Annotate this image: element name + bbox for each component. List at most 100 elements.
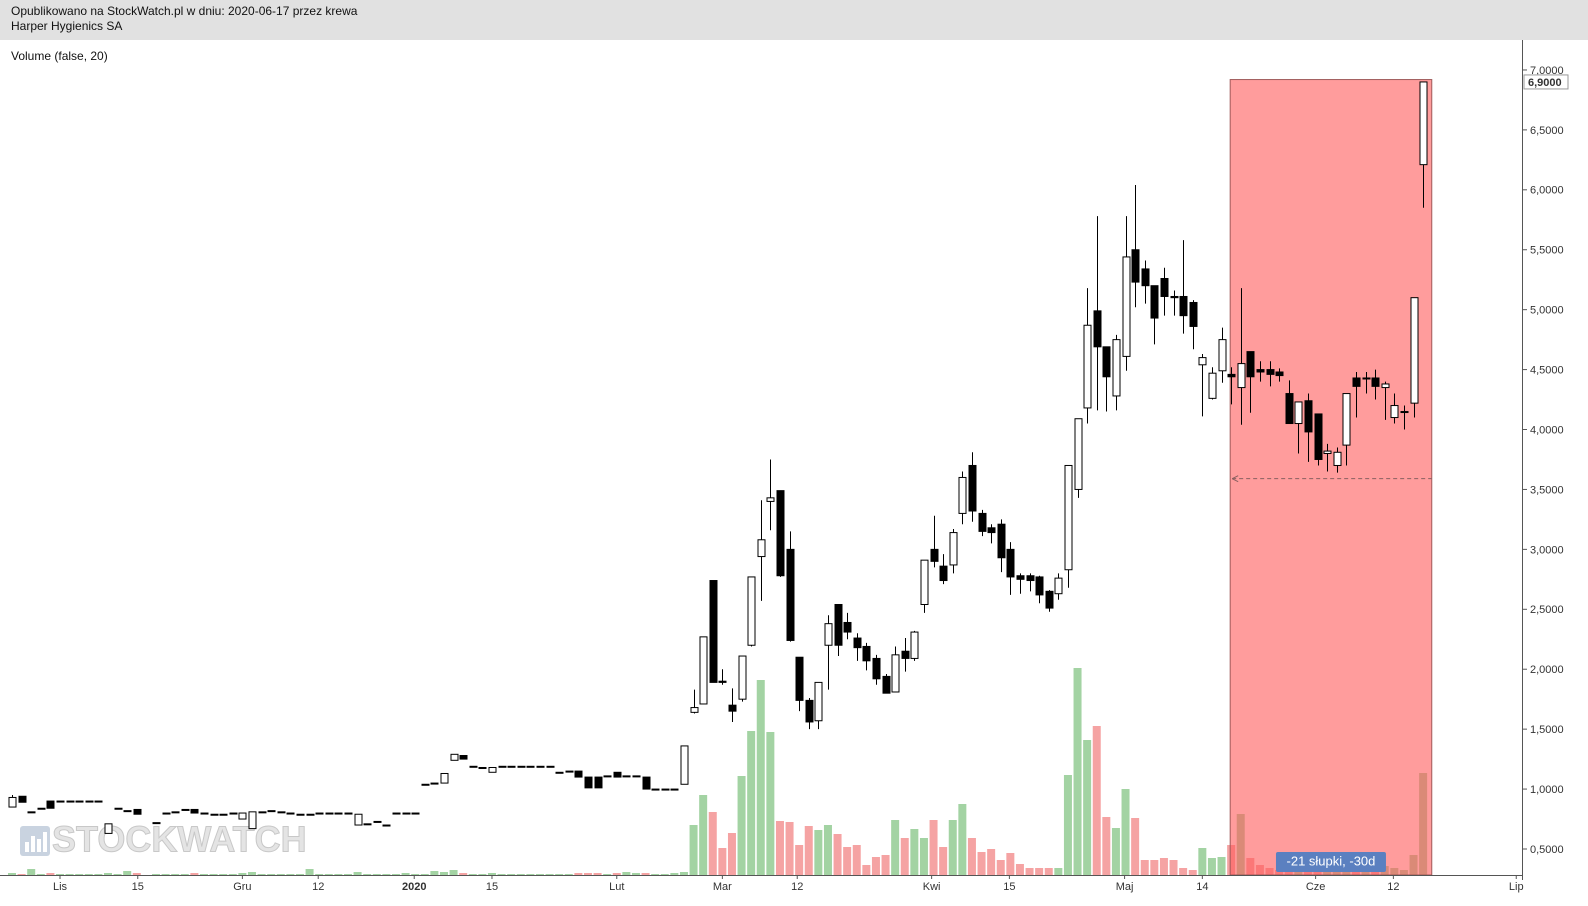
volume-bar	[132, 873, 141, 875]
candle-body	[1410, 297, 1419, 404]
volume-bar	[65, 874, 74, 875]
candle-body	[795, 656, 804, 701]
volume-bar	[497, 874, 506, 875]
volume-bar	[939, 847, 948, 875]
candle-body	[978, 512, 987, 532]
candle-body	[75, 800, 84, 803]
candle-body	[392, 812, 401, 815]
candle-body	[1006, 548, 1015, 578]
volume-bar	[161, 874, 170, 875]
volume-bar	[737, 776, 746, 875]
x-tick-label: Lis	[53, 881, 68, 893]
candle-body	[555, 771, 564, 774]
candle-body	[622, 775, 631, 778]
volume-bar	[670, 873, 679, 875]
candle-body	[18, 795, 27, 803]
candle-body	[181, 808, 190, 811]
watermark-icon-bar	[43, 832, 47, 852]
candle-body	[968, 464, 977, 512]
candle-body	[104, 823, 113, 834]
candle-body	[152, 822, 161, 825]
volume-bar	[651, 874, 660, 875]
volume-bar	[1083, 740, 1092, 875]
candle-body	[1179, 295, 1188, 317]
candle-body	[603, 775, 612, 778]
volume-bar	[756, 680, 765, 875]
volume-bar	[1179, 868, 1188, 875]
candle-body	[27, 811, 36, 814]
candle-body	[1170, 295, 1179, 299]
x-tick-label: 15	[132, 881, 144, 893]
y-tick-label: 1,0000	[1530, 784, 1564, 796]
shade-layer	[1229, 79, 1433, 876]
volume-bar	[286, 874, 295, 875]
volume-bar	[84, 874, 93, 875]
candle-body	[853, 637, 862, 649]
candle-body	[584, 776, 593, 789]
candle-body	[133, 808, 142, 815]
candle-body	[1045, 590, 1054, 609]
volume-bar	[679, 872, 688, 875]
candle-body	[315, 812, 324, 815]
candle-body	[1112, 339, 1121, 397]
candle-body	[354, 813, 363, 826]
volume-bar	[401, 873, 410, 875]
volume-bar	[1188, 870, 1197, 875]
last-price-label: 6,9000	[1528, 77, 1562, 89]
candle-body	[238, 812, 247, 820]
volume-bar	[929, 820, 938, 875]
volume-bar	[1073, 668, 1082, 875]
volume-bar	[247, 872, 256, 875]
volume-bar	[1140, 860, 1149, 875]
y-tick-label: 7,0000	[1530, 65, 1564, 77]
candle-body	[1198, 357, 1207, 366]
volume-bar	[1198, 848, 1207, 875]
volume-bar	[862, 865, 871, 875]
volume-bar	[900, 838, 909, 875]
candle-body	[373, 820, 382, 823]
candle-body	[1016, 575, 1025, 580]
volume-bar	[526, 874, 535, 875]
volume-bar	[507, 874, 516, 875]
candle-body	[526, 765, 535, 768]
volume-bar	[699, 795, 708, 875]
watermark-icon-bar	[37, 839, 41, 852]
x-tick-label: Maj	[1116, 881, 1134, 893]
overlay-layer: -21 słupki, -30d	[1231, 475, 1432, 872]
volume-bar	[775, 821, 784, 875]
volume-bar	[612, 873, 621, 875]
volume-bar	[468, 874, 477, 875]
volume-bar	[583, 873, 592, 875]
candle-body	[430, 782, 439, 785]
candle-body	[1419, 81, 1428, 166]
candle-body	[613, 771, 622, 778]
candle-body	[1390, 405, 1399, 419]
volume-bar	[689, 825, 698, 875]
volume-bar	[747, 731, 756, 875]
volume-bar	[622, 872, 631, 875]
candle-body	[229, 812, 238, 815]
volume-bar	[363, 874, 372, 875]
y-tick-label: 6,5000	[1530, 125, 1564, 137]
y-tick-label: 6,0000	[1530, 185, 1564, 197]
candle-body	[94, 800, 103, 803]
candle-body	[1342, 393, 1351, 446]
candle-body	[1237, 363, 1246, 389]
candle-body	[824, 623, 833, 646]
volume-bar	[353, 872, 362, 875]
volume-bar	[1111, 828, 1120, 875]
volume-bar	[852, 845, 861, 875]
candle-body	[363, 823, 372, 826]
candle-body	[987, 527, 996, 534]
watermark: STOCKWATCH	[20, 818, 307, 860]
candle-body	[1141, 268, 1150, 287]
candle-body	[411, 812, 420, 815]
y-tick-label: 0,5000	[1530, 844, 1564, 856]
volume-bar	[1102, 817, 1111, 875]
volume-bar	[171, 874, 180, 875]
volume-bar	[766, 732, 775, 875]
y-tick-label: 4,5000	[1530, 364, 1564, 376]
candle-body	[747, 576, 756, 646]
volume-bar	[1150, 860, 1159, 875]
